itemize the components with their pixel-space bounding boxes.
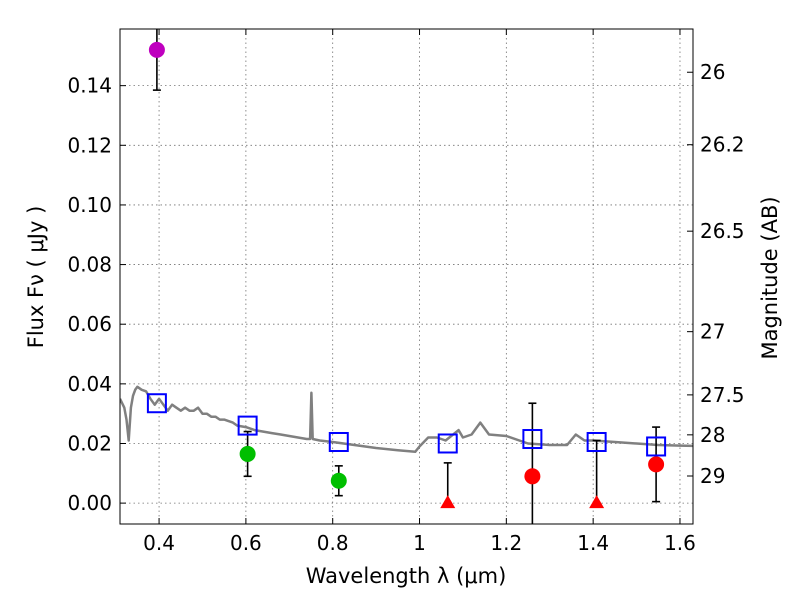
x-tick-label: 1 [413,531,426,555]
y-right-tick-label: 29 [700,464,725,488]
data-point [239,445,256,462]
upper-limit-marker [440,495,456,509]
x-axis-title: Wavelength λ (μm) [306,564,507,588]
model-photometry-marker [237,415,258,436]
y-right-tick-label: 26.5 [700,219,745,243]
y-tick-label: 0.06 [67,312,112,336]
y-tick-label: 0.10 [67,193,112,217]
y-axis-title: Flux Fν ( μJy ) [24,206,48,349]
axis-ticks: 0.4 0.6 0.8 1 1.2 1.4 1.6 0.00 0.02 0.04 0.06 0.08 0… [67,29,745,555]
data-point [524,468,541,485]
plot-frame [119,28,694,525]
y-tick-label: 0.02 [67,431,112,455]
y-tick-label: 0.14 [67,74,112,98]
grid-lines [120,29,693,524]
x-tick-label: 0.8 [317,531,349,555]
upper-limit-marker [589,495,605,509]
y-tick-label: 0.00 [67,491,112,515]
model-sed-line [120,385,693,454]
x-tick-label: 1.2 [490,531,522,555]
data-point [648,456,665,473]
y-tick-label: 0.12 [67,133,112,157]
model-photometry-marker [437,433,458,454]
y-axis-right-title: Magnitude (AB) [758,196,782,359]
y-right-tick-label: 26 [700,60,725,84]
y-right-tick-label: 28 [700,423,725,447]
y-tick-label: 0.04 [67,372,112,396]
y-tick-label: 0.08 [67,253,112,277]
model-photometry-marker [146,393,167,414]
model-photometry-marker [522,429,543,450]
x-tick-label: 0.4 [143,531,175,555]
y-right-tick-label: 27 [700,320,725,344]
model-photometry-marker [586,431,607,452]
model-photometry-marker [646,436,667,457]
plot-area [120,29,693,524]
y-right-tick-label: 26.2 [700,133,745,157]
data-point [330,472,347,489]
x-tick-label: 0.6 [230,531,262,555]
model-photometry-marker [328,431,349,452]
y-right-tick-label: 27.5 [700,383,745,407]
x-tick-label: 1.4 [577,531,609,555]
data-point [148,41,165,58]
x-tick-label: 1.6 [664,531,696,555]
